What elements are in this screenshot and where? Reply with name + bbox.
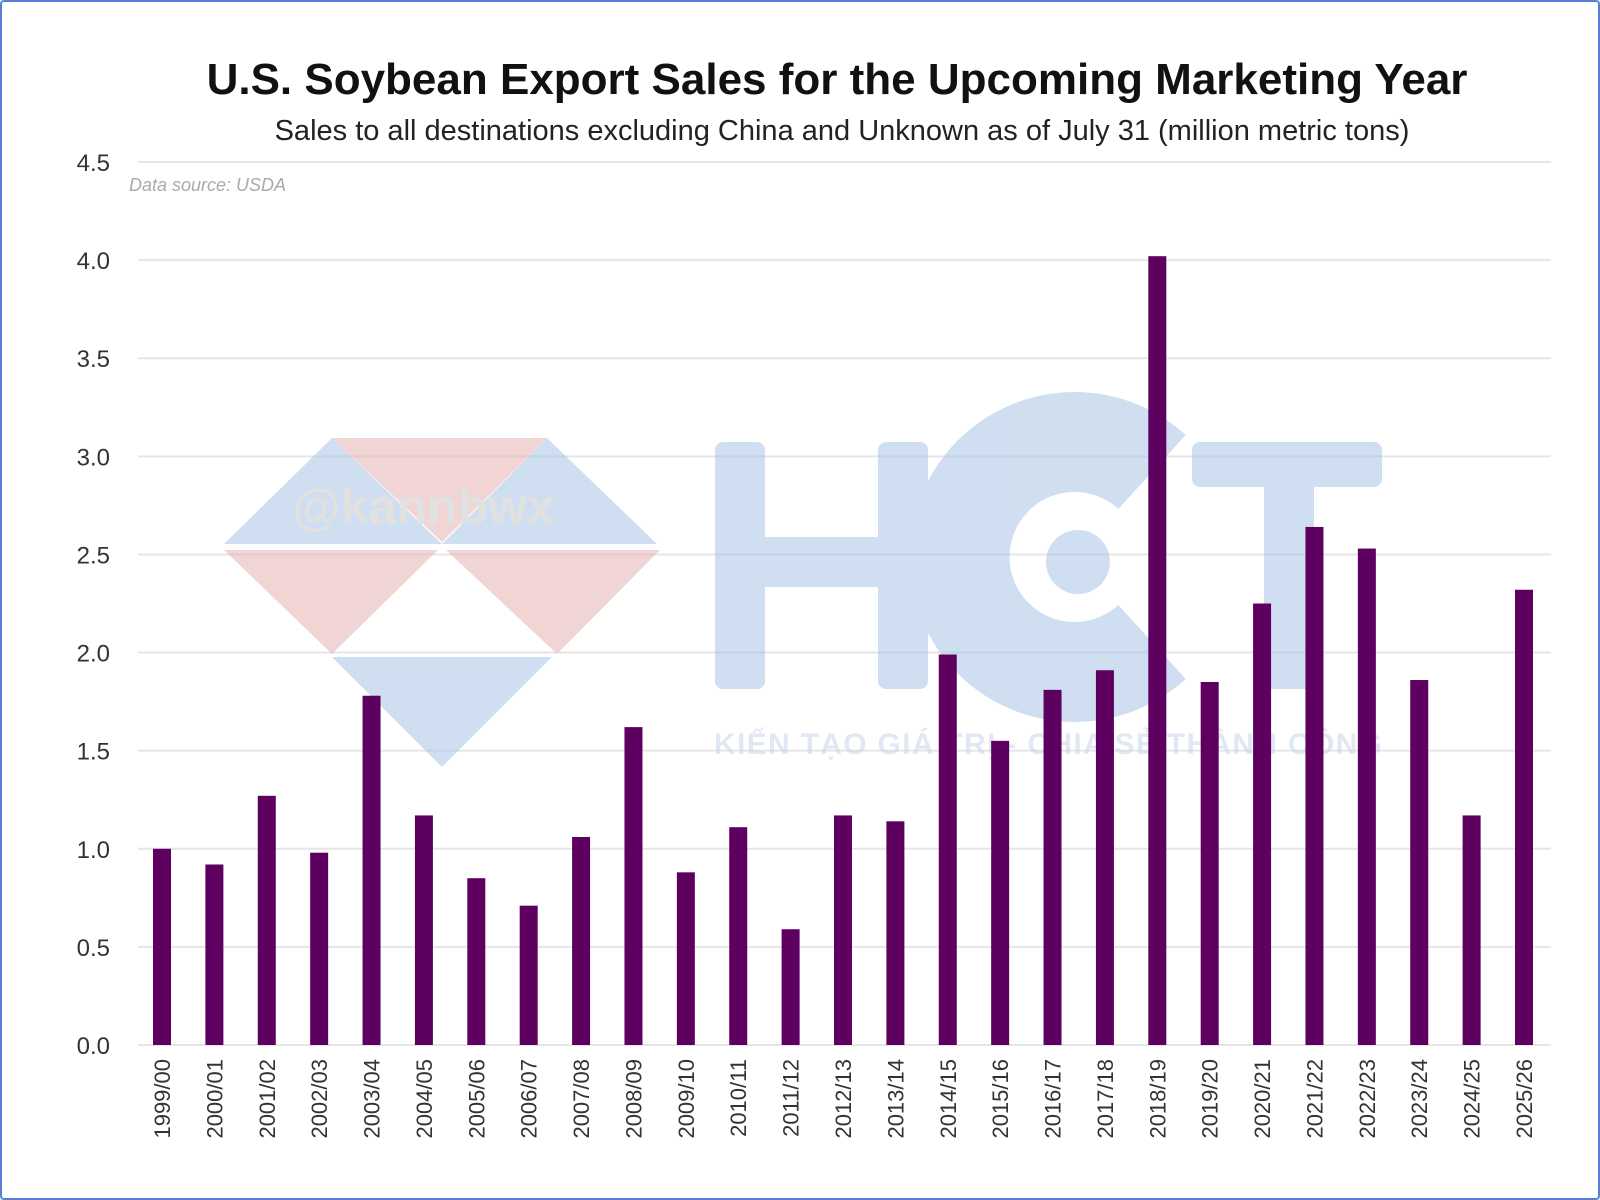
x-tick-label: 2023/24 (1407, 1059, 1432, 1139)
y-tick-label: 0.0 (77, 1033, 110, 1060)
x-tick-label: 2007/08 (569, 1059, 594, 1139)
bar (362, 695, 381, 1045)
x-tick-label: 2019/20 (1198, 1059, 1223, 1139)
watermark-logo (715, 392, 1382, 722)
x-tick-label: 2001/02 (255, 1059, 280, 1139)
y-tick-label: 4.0 (77, 248, 110, 275)
bar (886, 821, 905, 1045)
bar (1462, 815, 1481, 1045)
bar (1305, 526, 1324, 1045)
y-tick-label: 4.5 (77, 150, 110, 177)
bar (1200, 681, 1219, 1045)
x-tick-label: 2008/09 (621, 1059, 646, 1139)
chart-title: U.S. Soybean Export Sales for the Upcomi… (206, 55, 1468, 104)
x-tick-label: 2016/17 (1041, 1059, 1066, 1139)
x-tick-label: 2011/12 (779, 1059, 804, 1137)
bar (572, 837, 591, 1045)
x-tick-label: 2009/10 (674, 1059, 699, 1139)
chart-subtitle: Sales to all destinations excluding Chin… (274, 115, 1410, 147)
x-tick-label: 2005/06 (464, 1059, 489, 1139)
logo-triangle (224, 550, 438, 654)
y-tick-label: 2.5 (77, 542, 110, 569)
watermark-handle: @kannbwx (292, 479, 555, 535)
x-tick-label: 2000/01 (202, 1059, 227, 1139)
bar (781, 929, 800, 1045)
bar (519, 905, 538, 1045)
bar (1357, 548, 1376, 1045)
bar (834, 815, 852, 1045)
bar (205, 864, 224, 1045)
logo-triangle (446, 550, 660, 654)
bar (624, 727, 643, 1045)
x-tick-label: 2017/18 (1093, 1059, 1118, 1139)
bar (1043, 689, 1062, 1045)
x-tick-label: 2022/23 (1355, 1059, 1380, 1139)
bar (310, 852, 329, 1045)
x-tick-label: 2013/14 (883, 1059, 908, 1139)
bar (1410, 680, 1429, 1045)
x-tick-label: 2018/19 (1145, 1059, 1170, 1139)
y-tick-label: 0.5 (77, 935, 110, 962)
source-note: Data source: USDA (129, 175, 287, 195)
x-tick-label: 2004/05 (412, 1059, 437, 1139)
logo-triangle (332, 657, 552, 767)
y-tick-label: 3.5 (77, 346, 110, 373)
y-tick-label: 2.0 (77, 641, 110, 668)
x-tick-label: 2006/07 (517, 1059, 542, 1139)
bar (1515, 589, 1533, 1045)
logo-triangle (442, 438, 657, 544)
bar (729, 827, 748, 1045)
bar (1095, 670, 1114, 1045)
x-tick-label: 1999/00 (150, 1059, 175, 1139)
x-tick-label: 2015/16 (988, 1059, 1013, 1139)
y-tick-label: 1.0 (77, 837, 110, 864)
bar (467, 878, 486, 1045)
x-tick-label: 2012/13 (831, 1059, 856, 1139)
bar (1148, 256, 1167, 1045)
y-tick-label: 3.0 (77, 444, 110, 471)
bar (938, 654, 957, 1045)
bar (1253, 603, 1272, 1045)
x-tick-label: 2010/11 (726, 1059, 751, 1137)
bar (257, 795, 276, 1045)
x-tick-label: 2014/15 (936, 1059, 961, 1139)
x-tick-label: 2002/03 (307, 1059, 332, 1139)
logo-h-bar (715, 537, 928, 587)
bar (153, 848, 171, 1045)
bar (676, 872, 695, 1045)
x-tick-label: 2003/04 (360, 1059, 385, 1139)
x-tick-label: 2021/22 (1302, 1059, 1327, 1139)
logo-c-dot (1046, 530, 1110, 594)
x-tick-label: 2025/26 (1512, 1059, 1537, 1139)
logo-triangle (332, 438, 547, 542)
bar (991, 740, 1010, 1045)
logo-c (909, 392, 1186, 722)
bar (414, 815, 433, 1045)
x-tick-label: 2024/25 (1460, 1059, 1485, 1139)
logo-triangle (224, 438, 442, 544)
x-tick-label: 2020/21 (1250, 1059, 1275, 1139)
y-tick-label: 1.5 (77, 739, 110, 766)
